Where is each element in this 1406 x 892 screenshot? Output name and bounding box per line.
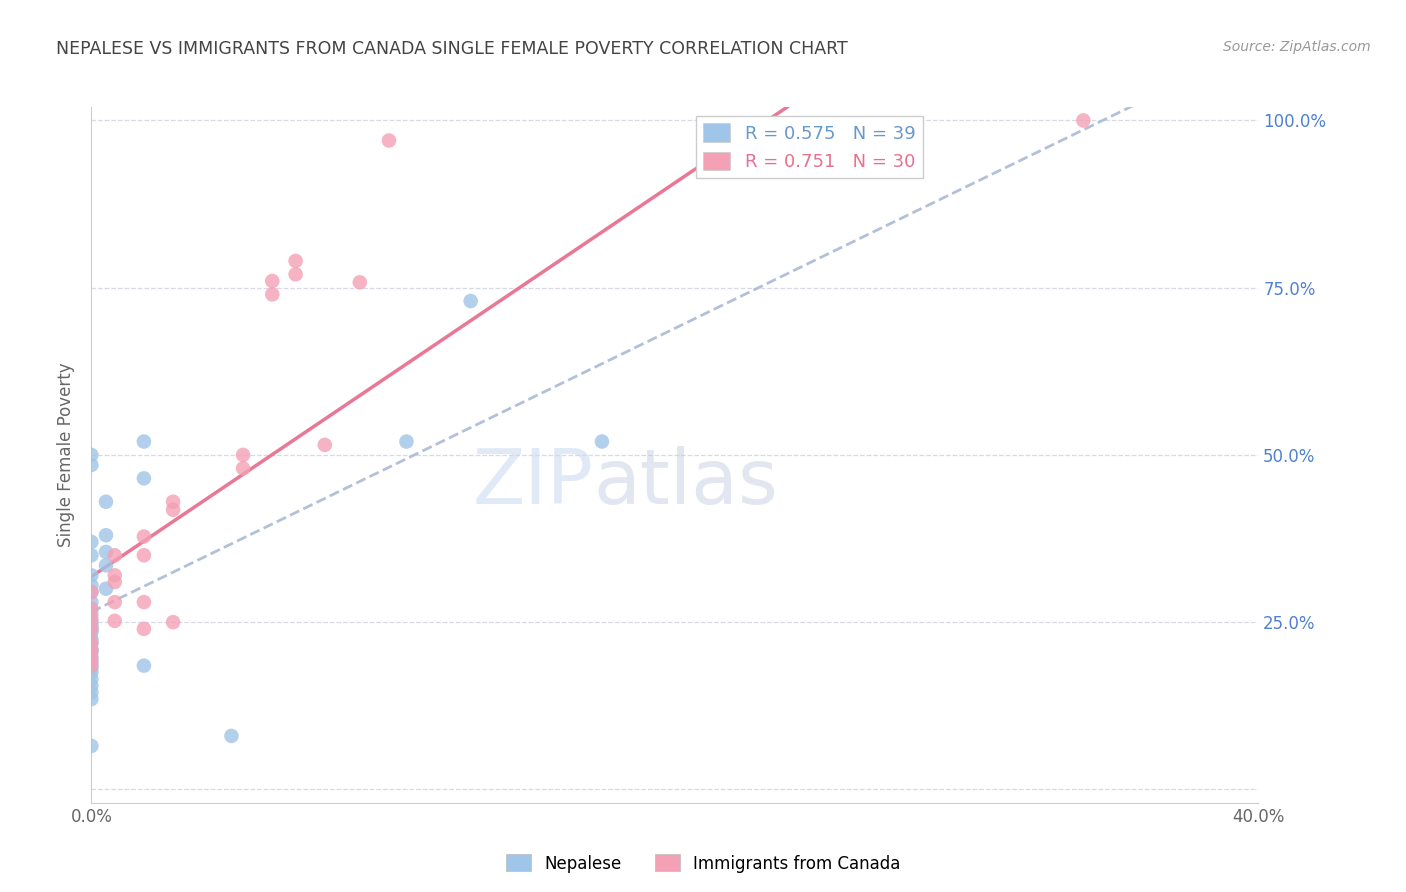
Point [284, 254, 307, 268]
Point [460, 294, 482, 309]
Point [395, 434, 418, 449]
Point [80, 645, 103, 659]
Text: atlas: atlas [593, 446, 778, 520]
Point [232, 461, 254, 475]
Point [378, 134, 401, 148]
Point [162, 503, 184, 517]
Text: NEPALESE VS IMMIGRANTS FROM CANADA SINGLE FEMALE POVERTY CORRELATION CHART: NEPALESE VS IMMIGRANTS FROM CANADA SINGL… [56, 40, 848, 58]
Point [80, 615, 103, 630]
Point [591, 434, 613, 449]
Point [80, 607, 103, 622]
Point [132, 471, 155, 485]
Text: ZIP: ZIP [472, 446, 593, 520]
Point [80, 612, 103, 626]
Legend: Nepalese, Immigrants from Canada: Nepalese, Immigrants from Canada [499, 847, 907, 880]
Point [80, 625, 103, 640]
Point [104, 548, 127, 563]
Point [80, 578, 103, 592]
Point [80, 665, 103, 680]
Point [314, 438, 336, 452]
Point [80, 448, 103, 462]
Point [94, 558, 117, 573]
Point [104, 575, 127, 590]
Point [80, 692, 103, 706]
Point [80, 660, 103, 675]
Point [80, 635, 103, 649]
Point [132, 530, 155, 544]
Point [132, 622, 155, 636]
Point [132, 658, 155, 673]
Point [80, 622, 103, 636]
Point [349, 276, 371, 290]
Point [104, 595, 127, 609]
Point [80, 679, 103, 693]
Point [80, 535, 103, 549]
Point [80, 602, 103, 616]
Point [80, 637, 103, 651]
Point [80, 739, 103, 753]
Point [80, 585, 103, 599]
Point [80, 652, 103, 666]
Point [80, 618, 103, 632]
Point [80, 649, 103, 664]
Point [80, 642, 103, 657]
Point [132, 595, 155, 609]
Point [80, 458, 103, 472]
Y-axis label: Single Female Poverty: Single Female Poverty [58, 363, 76, 547]
Point [80, 622, 103, 636]
Text: Source: ZipAtlas.com: Source: ZipAtlas.com [1223, 40, 1371, 54]
Point [94, 545, 117, 559]
Point [80, 568, 103, 582]
Point [284, 268, 307, 282]
Point [80, 548, 103, 563]
Point [162, 615, 184, 630]
Point [80, 658, 103, 673]
Point [80, 632, 103, 646]
Point [94, 528, 117, 542]
Legend: R = 0.575   N = 39, R = 0.751   N = 30: R = 0.575 N = 39, R = 0.751 N = 30 [696, 116, 922, 178]
Point [80, 643, 103, 657]
Point [94, 494, 117, 508]
Point [262, 274, 284, 288]
Point [132, 548, 155, 563]
Point [80, 595, 103, 609]
Point [262, 287, 284, 301]
Point [104, 568, 127, 582]
Point [132, 434, 155, 449]
Point [80, 602, 103, 616]
Point [80, 672, 103, 686]
Point [221, 729, 243, 743]
Point [80, 655, 103, 669]
Point [94, 582, 117, 596]
Point [104, 614, 127, 628]
Point [232, 448, 254, 462]
Point [162, 494, 184, 508]
Point [80, 685, 103, 699]
Point [1073, 113, 1095, 128]
Point [80, 585, 103, 599]
